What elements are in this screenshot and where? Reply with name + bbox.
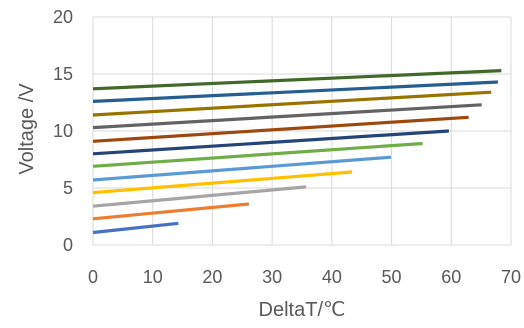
series-line-8 xyxy=(92,115,469,143)
series-line-11 xyxy=(92,80,498,103)
y-tick-label: 0 xyxy=(63,235,73,255)
y-tick-label: 10 xyxy=(53,121,73,141)
series-line-7 xyxy=(92,129,450,156)
x-tick-label: 40 xyxy=(322,267,342,287)
x-axis-ticks: 0 10 20 30 40 50 60 70 xyxy=(88,267,521,287)
y-tick-label: 15 xyxy=(53,64,73,84)
y-tick-label: 5 xyxy=(63,178,73,198)
x-tick-label: 70 xyxy=(501,267,521,287)
x-tick-label: 20 xyxy=(202,267,222,287)
series-line-6 xyxy=(92,141,423,168)
series-line-9 xyxy=(92,103,482,130)
x-axis-title: DeltaT/℃ xyxy=(259,299,346,321)
series-line-2 xyxy=(92,202,250,221)
x-tick-label: 10 xyxy=(143,267,163,287)
x-tick-label: 0 xyxy=(88,267,98,287)
series-line-3 xyxy=(92,185,307,208)
series-line-12 xyxy=(92,69,502,91)
y-axis-ticks: 0 5 10 15 20 xyxy=(53,7,73,255)
series-line-5 xyxy=(92,155,392,182)
x-tick-label: 60 xyxy=(441,267,461,287)
data-series xyxy=(92,69,502,235)
x-tick-label: 50 xyxy=(382,267,402,287)
x-tick-label: 30 xyxy=(262,267,282,287)
series-line-4 xyxy=(92,170,353,195)
series-line-10 xyxy=(92,90,492,117)
y-axis-title: Voltage /V xyxy=(16,83,38,175)
series-line-1 xyxy=(92,221,179,235)
y-tick-label: 20 xyxy=(53,7,73,27)
gridlines xyxy=(92,16,512,246)
